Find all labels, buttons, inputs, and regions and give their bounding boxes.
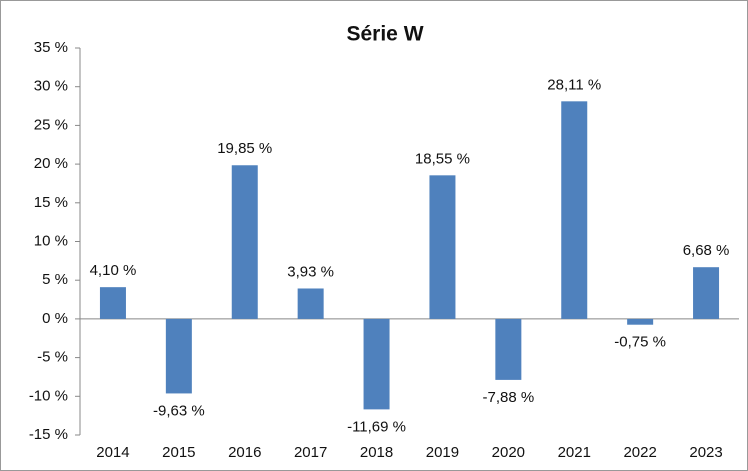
- value-label: -11,69 %: [347, 418, 406, 435]
- y-tick-label: -5 %: [37, 349, 68, 366]
- bar: [627, 318, 654, 325]
- bar: [429, 175, 456, 319]
- x-tick-label: 2022: [623, 444, 656, 461]
- value-label: -9,63 %: [153, 402, 205, 419]
- value-label: 28,11 %: [547, 76, 601, 93]
- y-tick-label: 20 %: [34, 155, 68, 172]
- bar: [693, 267, 720, 319]
- value-label: -7,88 %: [482, 389, 534, 406]
- y-tick-label: 15 %: [34, 194, 68, 211]
- y-tick-label: 25 %: [34, 116, 68, 133]
- y-tick-label: 0 %: [42, 310, 68, 327]
- bar: [231, 165, 258, 319]
- x-tick-label: 2019: [426, 444, 459, 461]
- value-label: -0,75 %: [614, 334, 666, 351]
- value-label: 19,85 %: [217, 140, 272, 157]
- chart-title: Série W: [346, 23, 423, 46]
- bar: [363, 318, 390, 410]
- x-tick-label: 2015: [162, 444, 195, 461]
- value-label: 4,10 %: [90, 262, 137, 279]
- x-tick-label: 2020: [492, 444, 525, 461]
- bar: [561, 101, 588, 319]
- y-tick-label: -10 %: [29, 387, 68, 404]
- bar: [297, 288, 324, 319]
- x-tick-label: 2021: [558, 444, 591, 461]
- y-tick-label: 10 %: [34, 232, 68, 249]
- bar: [495, 318, 522, 380]
- x-tick-label: 2018: [360, 444, 393, 461]
- y-tick-label: -15 %: [29, 426, 68, 443]
- value-label: 6,68 %: [683, 242, 730, 259]
- y-tick-label: 5 %: [42, 271, 68, 288]
- x-tick-label: 2016: [228, 444, 261, 461]
- bar: [99, 287, 126, 319]
- value-label: 18,55 %: [415, 150, 470, 167]
- bar: [165, 318, 192, 394]
- x-tick-label: 2023: [689, 444, 722, 461]
- y-tick-label: 30 %: [34, 78, 68, 95]
- x-tick-label: 2014: [96, 444, 129, 461]
- y-tick-label: 35 %: [34, 39, 68, 56]
- x-tick-label: 2017: [294, 444, 327, 461]
- value-label: 3,93 %: [287, 263, 334, 280]
